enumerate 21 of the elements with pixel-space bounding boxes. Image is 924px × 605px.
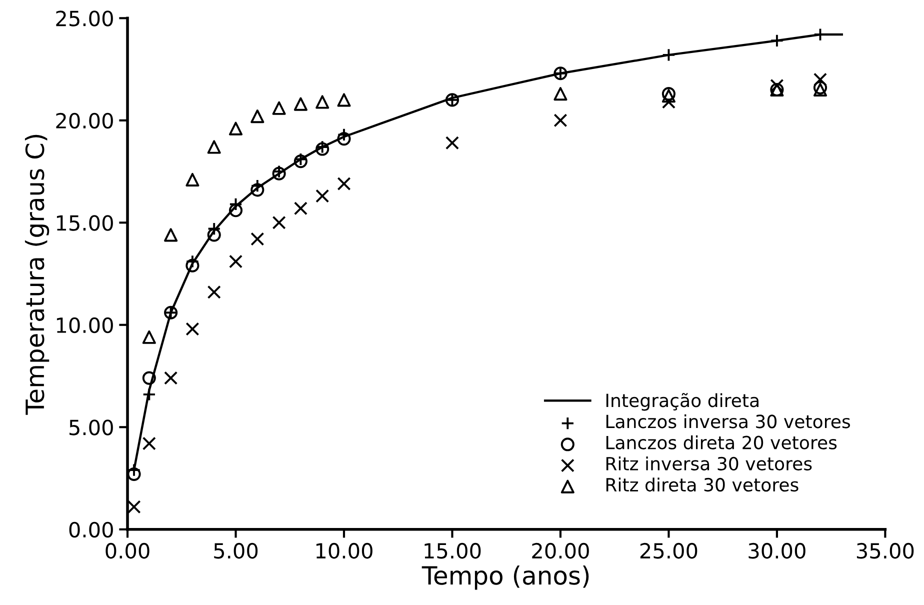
y-tick-label: 10.00 [56, 317, 113, 334]
y-tick-label: 25.00 [56, 10, 113, 26]
legend-label: Integração direta [606, 392, 758, 411]
x-tick-label: 15.00 [424, 542, 481, 559]
y-tick-label: 15.00 [56, 215, 113, 231]
y-tick-label: 5.00 [70, 420, 113, 436]
x-tick-label: 25.00 [640, 542, 698, 559]
x-axis-title: Tempo (anos) [422, 566, 589, 590]
legend-label: Lanczos inversa 30 vetores [606, 414, 850, 428]
x-tick-label: 5.00 [214, 542, 258, 559]
x-tick-label: 10.00 [316, 542, 372, 559]
y-axis-title: Temperatura (graus C) [24, 134, 50, 415]
legend-label: Ritz inversa 30 vetores [606, 456, 812, 470]
legend-label: Lanczos direta 20 vetores [606, 435, 837, 450]
y-tick-label: 20.00 [56, 112, 113, 129]
y-tick-label: 0.00 [69, 522, 113, 538]
x-tick-label: 35.00 [856, 542, 914, 559]
x-tick-label: 30.00 [748, 542, 806, 559]
x-tick-label: 0.00 [106, 542, 150, 559]
x-tick-label: 20.00 [532, 542, 589, 559]
legend-label: Ritz direta 30 vetores [606, 478, 798, 492]
